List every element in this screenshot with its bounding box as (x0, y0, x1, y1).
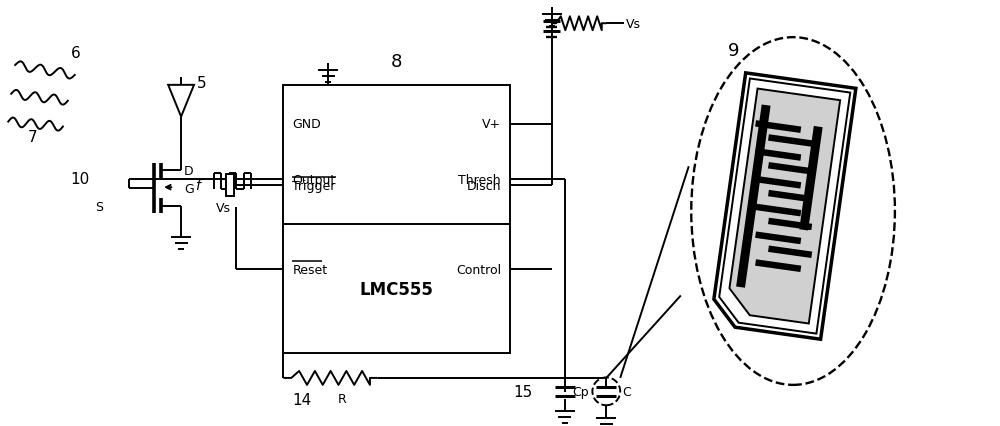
Text: Vs: Vs (626, 18, 641, 31)
Text: LMC555: LMC555 (360, 280, 434, 298)
Text: Control: Control (456, 263, 501, 276)
Polygon shape (755, 204, 801, 217)
Text: Reset: Reset (292, 263, 327, 276)
Text: V+: V+ (482, 118, 501, 131)
Polygon shape (719, 79, 850, 334)
Text: 8: 8 (391, 53, 402, 71)
Text: Thresh: Thresh (458, 173, 501, 186)
Text: S: S (95, 200, 103, 213)
Text: 7: 7 (28, 130, 38, 145)
Polygon shape (768, 190, 812, 203)
Polygon shape (799, 127, 823, 231)
Text: 5: 5 (197, 76, 207, 91)
Polygon shape (714, 74, 856, 340)
Polygon shape (768, 218, 812, 230)
Polygon shape (768, 135, 812, 147)
Text: C: C (622, 386, 631, 398)
Text: 14: 14 (292, 392, 311, 407)
Text: R: R (338, 392, 347, 405)
Polygon shape (755, 121, 801, 134)
Polygon shape (729, 89, 840, 324)
Text: Output: Output (292, 173, 336, 186)
Text: Vs: Vs (216, 201, 231, 214)
Text: GND: GND (292, 118, 321, 131)
Text: 10: 10 (70, 171, 89, 186)
Polygon shape (768, 246, 812, 259)
Polygon shape (755, 232, 801, 245)
Text: Disch: Disch (466, 179, 501, 192)
Text: $f$: $f$ (195, 177, 204, 192)
Polygon shape (755, 176, 801, 189)
Text: 15: 15 (514, 384, 533, 400)
Text: Trigger: Trigger (292, 179, 336, 192)
Polygon shape (755, 260, 801, 272)
Polygon shape (768, 163, 812, 175)
Polygon shape (755, 149, 801, 161)
Bar (283, 86, 510, 353)
Text: 6: 6 (71, 46, 81, 61)
Text: 9: 9 (728, 42, 739, 60)
Text: G: G (184, 182, 194, 195)
Polygon shape (736, 105, 771, 288)
Text: Cp: Cp (573, 386, 589, 398)
Bar (226, 175, 234, 197)
Polygon shape (168, 86, 194, 117)
Text: D: D (184, 164, 194, 177)
